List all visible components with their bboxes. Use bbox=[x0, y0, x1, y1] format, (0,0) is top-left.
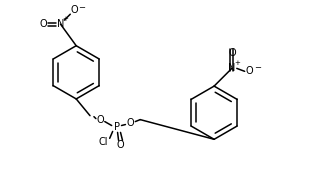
Text: O: O bbox=[117, 140, 124, 150]
Text: O: O bbox=[246, 66, 253, 76]
Text: O: O bbox=[96, 115, 104, 125]
Text: −: − bbox=[79, 3, 86, 12]
Text: −: − bbox=[254, 63, 261, 72]
Text: +: + bbox=[234, 60, 240, 66]
Text: O: O bbox=[70, 5, 78, 15]
Text: P: P bbox=[114, 122, 120, 132]
Text: O: O bbox=[127, 118, 134, 128]
Text: O: O bbox=[228, 48, 236, 58]
Text: +: + bbox=[63, 16, 68, 22]
Text: O: O bbox=[40, 19, 48, 29]
Text: Cl: Cl bbox=[98, 137, 108, 147]
Text: N: N bbox=[228, 63, 235, 73]
Text: N: N bbox=[57, 19, 64, 29]
